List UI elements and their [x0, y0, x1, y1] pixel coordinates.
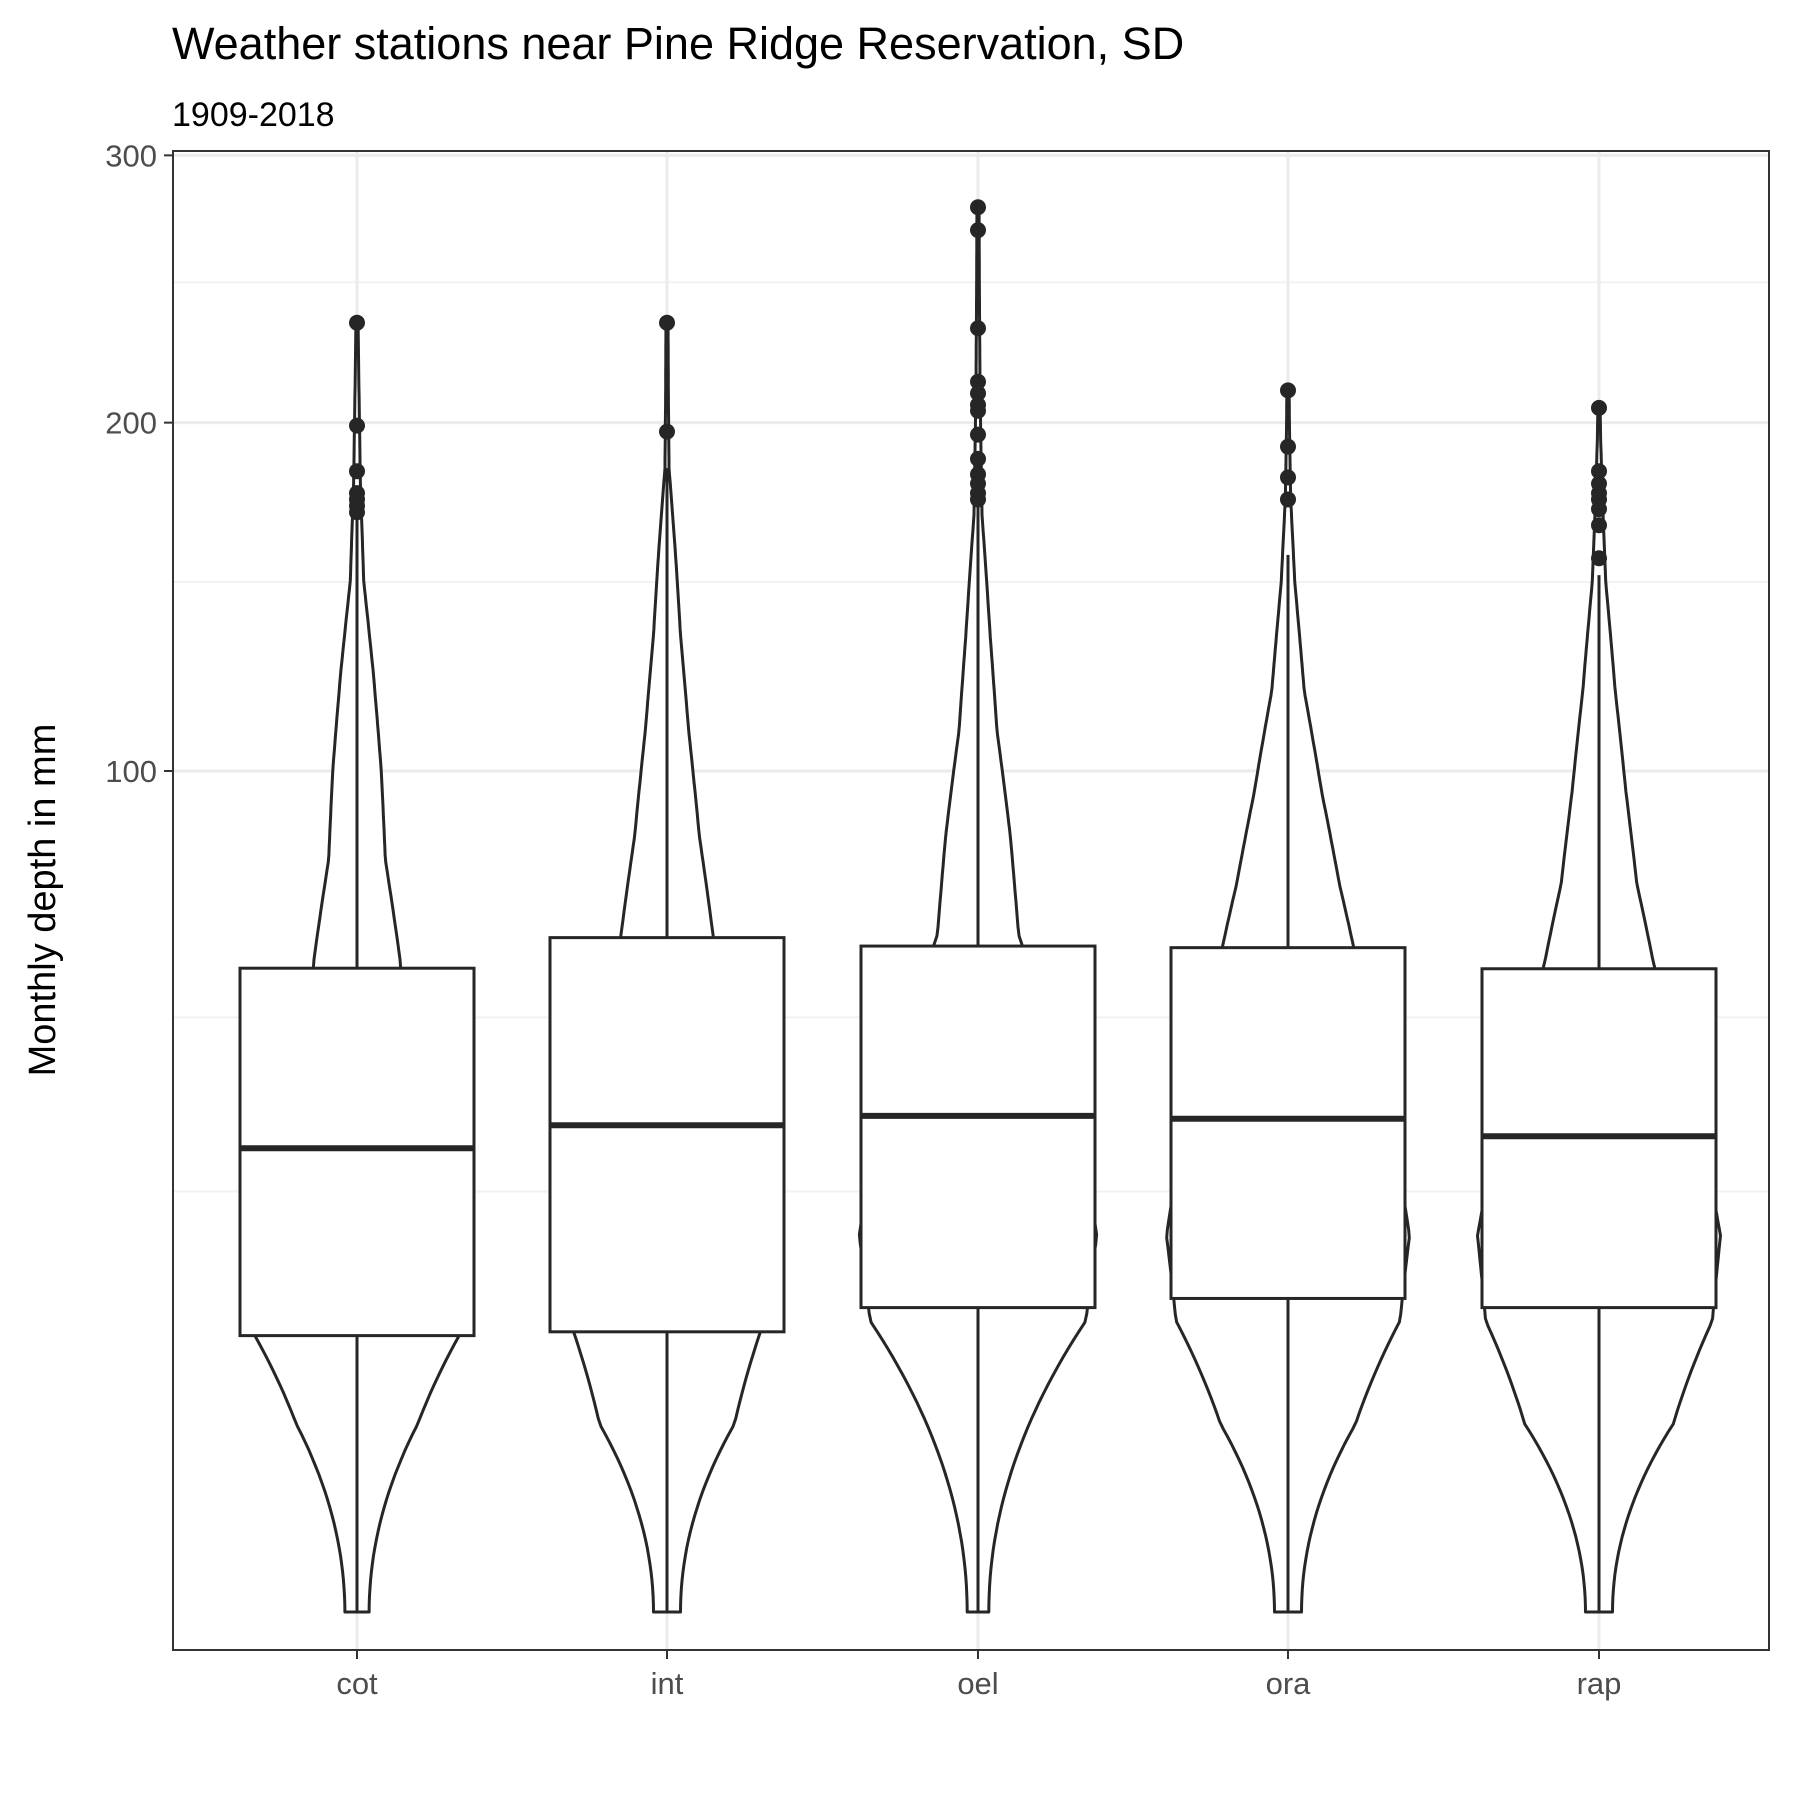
- y-axis-title: Monthly depth in mm: [22, 724, 64, 1077]
- outlier-point-cot: [349, 314, 365, 331]
- chart-title: Weather stations near Pine Ridge Reserva…: [172, 18, 1185, 69]
- outlier-point-ora: [1280, 438, 1296, 455]
- outlier-point-oel: [970, 491, 986, 508]
- x-axis: cot int oel ora rap: [336, 1650, 1621, 1701]
- x-tick-label-oel: oel: [957, 1666, 998, 1701]
- outlier-point-oel: [970, 450, 986, 467]
- outlier-point-oel: [970, 320, 986, 337]
- x-tick-label-cot: cot: [336, 1666, 378, 1701]
- box-ora: [1169, 946, 1407, 1300]
- outlier-point-rap: [1591, 550, 1607, 567]
- outlier-point-cot: [349, 463, 365, 480]
- y-axis: 100 200 300: [105, 138, 173, 789]
- outlier-point-oel: [970, 385, 986, 402]
- outlier-point-rap: [1591, 463, 1607, 480]
- outlier-point-ora: [1280, 491, 1296, 508]
- outlier-point-int: [659, 423, 675, 440]
- panel-border: [172, 150, 1770, 1651]
- x-tick-label-ora: ora: [1266, 1666, 1312, 1701]
- outlier-point-oel: [970, 426, 986, 443]
- box-oel: [859, 944, 1097, 1310]
- outlier-point-int: [659, 314, 675, 331]
- outlier-point-cot: [349, 504, 365, 521]
- y-tick-label: 300: [105, 138, 157, 173]
- outlier-point-oel: [970, 402, 986, 419]
- outlier-points: [349, 199, 1607, 567]
- outlier-point-rap: [1591, 517, 1607, 534]
- x-tick-label-rap: rap: [1577, 1666, 1622, 1701]
- outlier-point-oel: [970, 222, 986, 239]
- outlier-point-rap: [1591, 399, 1607, 416]
- box-cot: [238, 966, 476, 1338]
- chart-subtitle: 1909-2018: [172, 96, 335, 134]
- outlier-point-oel: [970, 373, 986, 390]
- y-tick-label: 100: [105, 754, 157, 789]
- outlier-point-cot: [349, 417, 365, 434]
- x-tick-label-int: int: [651, 1666, 684, 1701]
- outlier-point-oel: [970, 199, 986, 216]
- outlier-point-ora: [1280, 382, 1296, 399]
- boxplots: [238, 468, 1718, 1612]
- y-tick-label: 200: [105, 406, 157, 441]
- outlier-point-ora: [1280, 469, 1296, 486]
- violins: [245, 205, 1722, 1614]
- box-int: [548, 936, 786, 1334]
- outlier-point-rap: [1591, 501, 1607, 518]
